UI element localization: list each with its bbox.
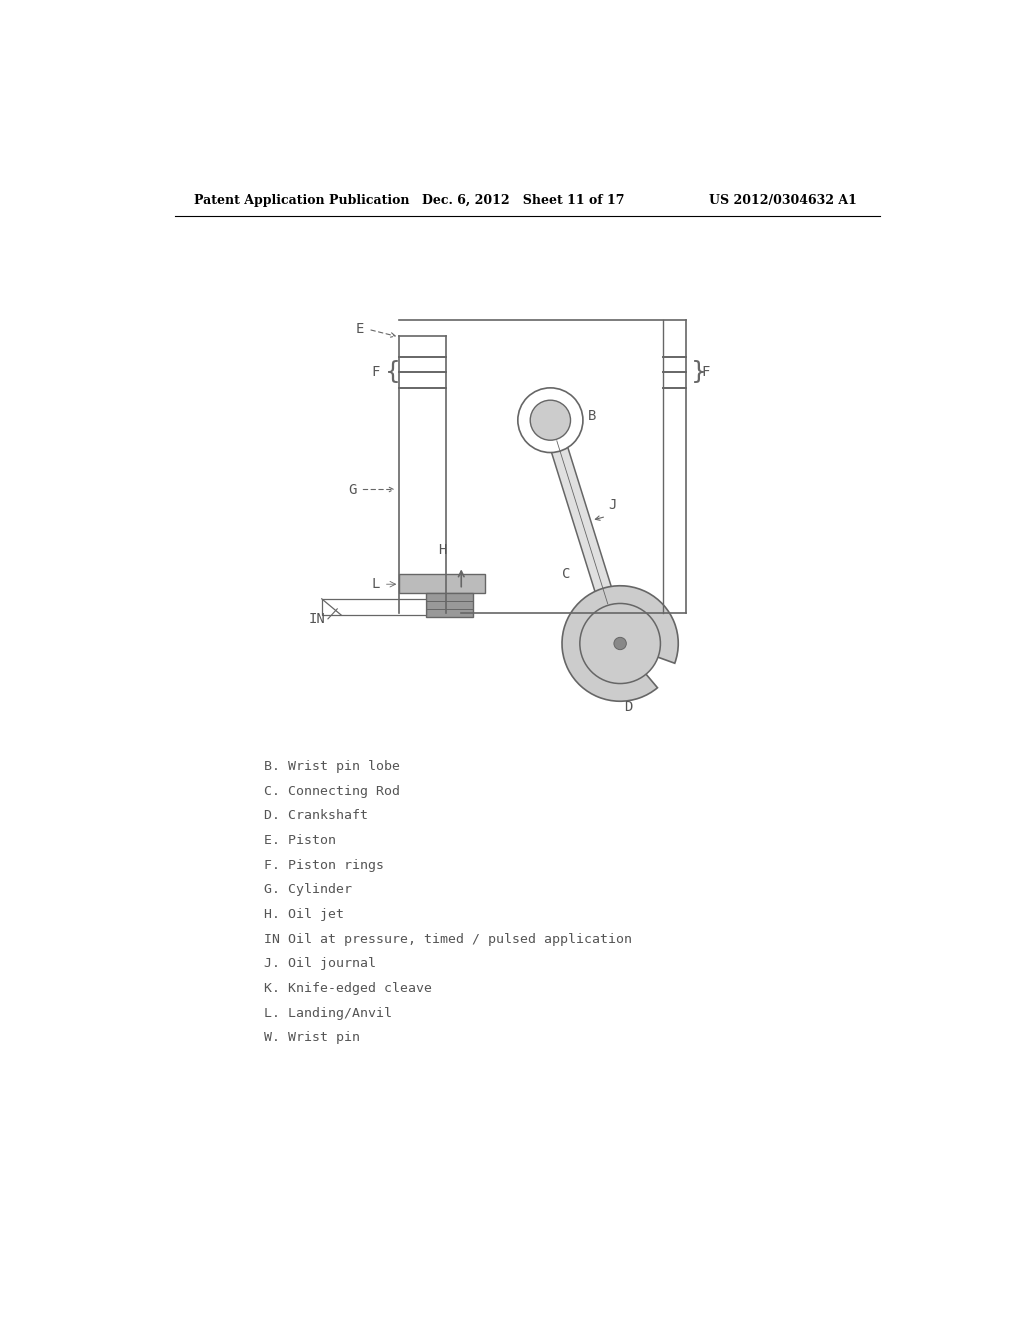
Text: J: J xyxy=(608,498,616,512)
Text: US 2012/0304632 A1: US 2012/0304632 A1 xyxy=(710,194,857,207)
Text: L: L xyxy=(372,577,380,591)
Text: B: B xyxy=(588,409,596,424)
Text: E: E xyxy=(356,322,365,337)
Text: H. Oil jet: H. Oil jet xyxy=(263,908,344,921)
Polygon shape xyxy=(551,445,612,594)
Text: E. Piston: E. Piston xyxy=(263,834,336,847)
Text: IN: IN xyxy=(309,612,326,626)
Text: F: F xyxy=(372,366,380,379)
Text: B. Wrist pin lobe: B. Wrist pin lobe xyxy=(263,760,399,774)
Wedge shape xyxy=(562,586,678,701)
Text: D: D xyxy=(624,700,633,714)
Text: Patent Application Publication: Patent Application Publication xyxy=(194,194,410,207)
Text: G: G xyxy=(348,483,356,496)
Text: H: H xyxy=(438,543,446,557)
Text: Dec. 6, 2012   Sheet 11 of 17: Dec. 6, 2012 Sheet 11 of 17 xyxy=(423,194,625,207)
Text: G. Cylinder: G. Cylinder xyxy=(263,883,351,896)
Text: J. Oil journal: J. Oil journal xyxy=(263,957,376,970)
Text: {: { xyxy=(385,360,401,384)
Circle shape xyxy=(580,603,660,684)
Text: F: F xyxy=(701,366,710,379)
Circle shape xyxy=(614,638,627,649)
Text: L. Landing/Anvil: L. Landing/Anvil xyxy=(263,1007,391,1019)
Text: W. Wrist pin: W. Wrist pin xyxy=(263,1031,359,1044)
Bar xyxy=(399,574,484,594)
Text: D. Crankshaft: D. Crankshaft xyxy=(263,809,368,822)
Text: }: } xyxy=(690,360,707,384)
Bar xyxy=(322,599,426,615)
Text: K. Knife-edged cleave: K. Knife-edged cleave xyxy=(263,982,432,995)
Circle shape xyxy=(518,388,583,453)
Circle shape xyxy=(530,400,570,441)
Text: IN Oil at pressure, timed / pulsed application: IN Oil at pressure, timed / pulsed appli… xyxy=(263,933,632,945)
Text: F. Piston rings: F. Piston rings xyxy=(263,859,384,871)
Bar xyxy=(426,594,473,616)
Text: C: C xyxy=(562,568,570,581)
Text: C. Connecting Rod: C. Connecting Rod xyxy=(263,785,399,797)
